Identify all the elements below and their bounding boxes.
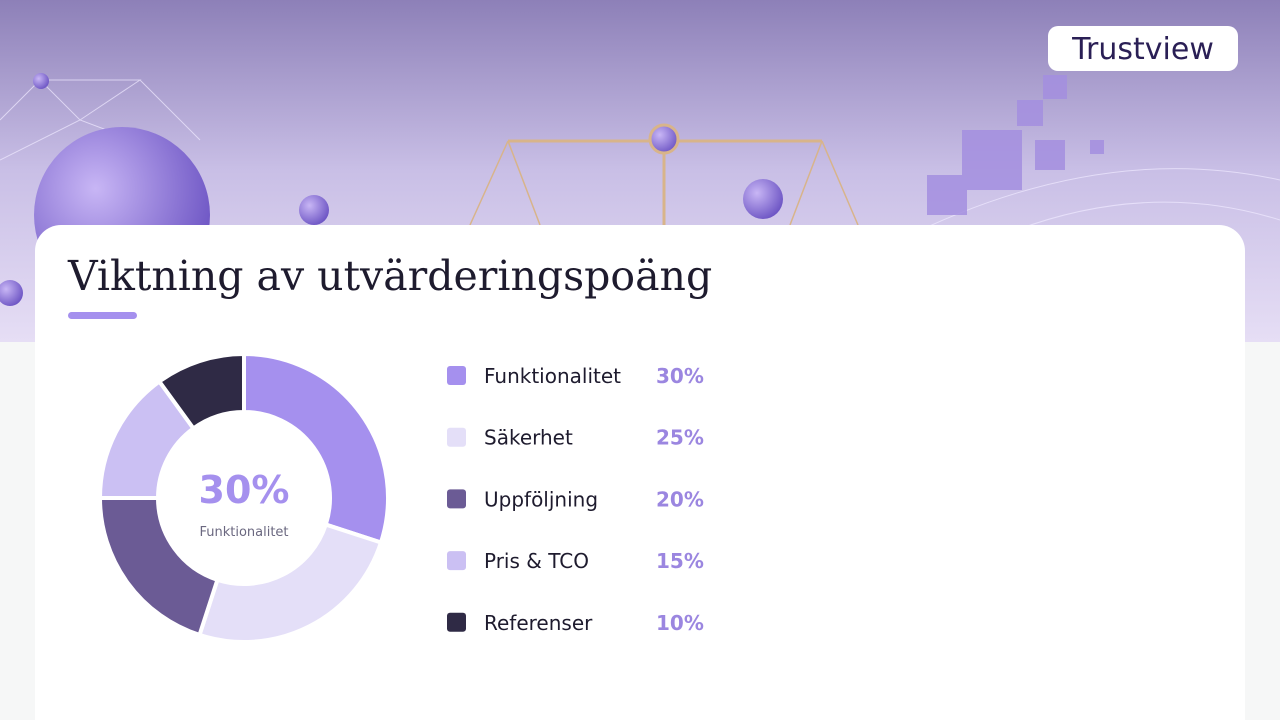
- orb: [33, 73, 49, 89]
- legend-value: 30%: [656, 364, 704, 388]
- logo: Trustview: [1071, 32, 1214, 67]
- legend-swatch: [447, 366, 466, 385]
- orb: [743, 179, 783, 219]
- orb: [0, 280, 23, 306]
- legend-swatch: [447, 612, 466, 632]
- scale-pivot: [648, 123, 680, 155]
- orb: [299, 195, 329, 225]
- legend-value: 15%: [656, 549, 704, 573]
- logo-badge: [1048, 26, 1238, 71]
- donut-segment: [156, 351, 246, 432]
- legend-label: Säkerhet: [484, 426, 573, 450]
- legend-swatch: [447, 427, 466, 447]
- cubes: [927, 75, 1104, 215]
- title-underline: [68, 312, 137, 319]
- donut-segment: [196, 522, 384, 644]
- legend-swatch: [447, 551, 466, 571]
- legend-value: 20%: [656, 487, 704, 511]
- donut-segment: [97, 496, 220, 638]
- chart-title: Viktning av utvärderingspoäng: [67, 252, 712, 300]
- legend-value: 10%: [656, 611, 704, 635]
- legend-label: Referenser: [484, 611, 593, 635]
- legend-swatch: [447, 489, 466, 509]
- center-value: 30%: [199, 468, 290, 512]
- header-decoration: [0, 79, 1280, 261]
- legend-label: Pris & TCO: [484, 549, 589, 573]
- legend-label: Funktionalitet: [484, 364, 621, 388]
- legend-value: 25%: [656, 426, 704, 450]
- legend-label: Uppföljning: [484, 487, 598, 511]
- donut-segment: [242, 351, 390, 546]
- center-label: Funktionalitet: [199, 525, 288, 540]
